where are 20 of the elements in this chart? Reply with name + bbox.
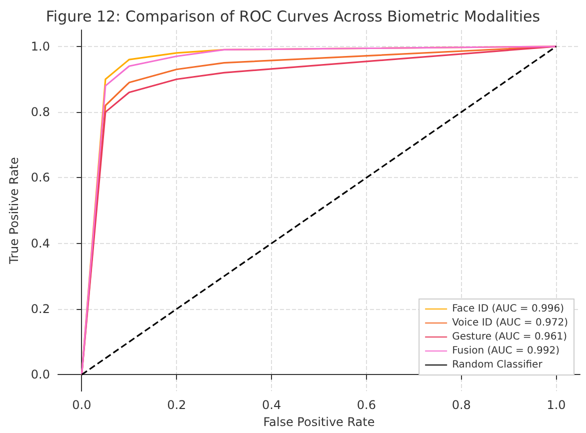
legend-label: Gesture (AUC = 0.961) (452, 332, 568, 342)
x-tick-label: 0.8 (452, 398, 471, 412)
x-tick-label: 0.0 (72, 398, 92, 412)
legend-label: Fusion (AUC = 0.992) (452, 346, 560, 356)
x-tick-label: 0.6 (356, 398, 376, 412)
y-tick-label: 0.2 (30, 302, 50, 316)
x-tick-label: 0.4 (262, 398, 282, 412)
legend-label: Face ID (AUC = 0.996) (452, 304, 564, 314)
x-axis-title: False Positive Rate (263, 415, 375, 429)
x-tick-label: 1.0 (546, 398, 566, 412)
y-tick-label: 0.4 (30, 236, 50, 250)
y-tick-label: 0.8 (30, 105, 50, 120)
y-tick-label: 0.6 (30, 170, 50, 185)
chart-title: Figure 12: Comparison of ROC Curves Across Biometric Modalities (46, 8, 540, 26)
legend-label: Random Classifier (452, 360, 544, 370)
y-axis-title: True Positive Rate (7, 157, 21, 266)
legend-label: Voice ID (AUC = 0.972) (452, 318, 568, 328)
y-tick-label: 1.0 (30, 39, 50, 54)
y-tick-label: 0.0 (30, 368, 50, 382)
x-tick-label: 0.2 (167, 398, 186, 412)
